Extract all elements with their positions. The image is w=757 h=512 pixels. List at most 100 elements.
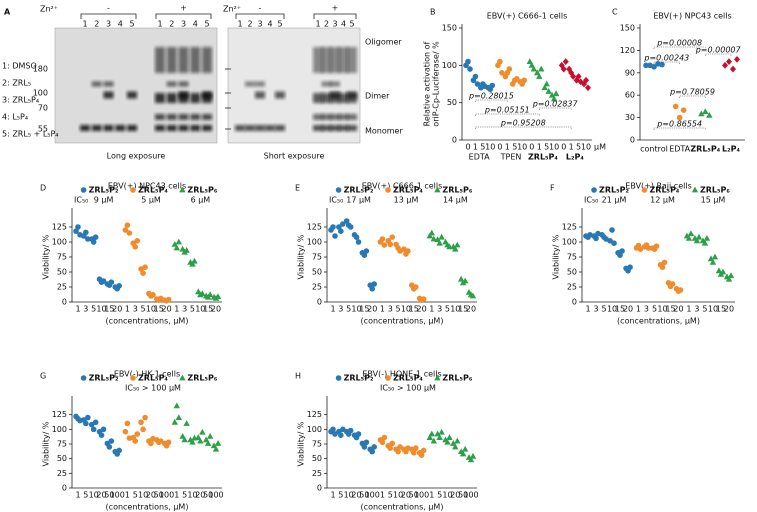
lane-number: 4 (118, 20, 123, 29)
x-tick-label: 1 (174, 491, 179, 500)
gel-band (178, 81, 189, 87)
gel-band (103, 81, 114, 87)
data-point (395, 448, 401, 455)
gel-band (330, 47, 340, 73)
x-tick-label: 1 (569, 143, 574, 152)
data-point (385, 187, 391, 193)
data-point (562, 58, 569, 65)
y-tick-label: 0 (572, 298, 577, 307)
data-point (142, 414, 148, 421)
y-tick-label: 125 (307, 410, 322, 419)
data-point (126, 230, 133, 236)
data-point (454, 241, 461, 248)
data-point (691, 186, 699, 193)
data-point (336, 224, 342, 230)
gel-band (190, 93, 201, 103)
data-point (677, 287, 684, 293)
x-tick-label: 15 (203, 305, 213, 314)
data-point (83, 229, 89, 236)
lane-number: 5 (204, 20, 209, 29)
p-value: p=0.05151 (484, 106, 530, 115)
data-point (206, 291, 214, 298)
data-point (130, 375, 136, 381)
x-tick-label: 20 (623, 305, 633, 314)
chart-title: EBV(-) HONE-1 cells (362, 370, 441, 379)
x-tick-label: 1 (537, 143, 542, 152)
ic50-value: 21 μM (602, 196, 627, 205)
y-tick-label: 100 (307, 238, 322, 247)
x-tick-label: 10 (517, 143, 527, 152)
data-point (526, 58, 534, 64)
data-point (199, 428, 206, 435)
data-point (212, 445, 220, 452)
x-tick-label: 0 (561, 143, 566, 152)
legend-label: ZRL₅P₂ (89, 186, 119, 195)
data-point (371, 281, 378, 287)
y-tick-label: 50 (567, 268, 577, 277)
data-point (361, 252, 368, 258)
zn-label: Zn²⁺ (40, 5, 58, 14)
y-axis-label: Viability/ % (552, 234, 561, 279)
x-tick-label: 15 (154, 305, 164, 314)
data-point (734, 55, 740, 63)
y-tick-label: 50 (57, 268, 67, 277)
legend-label: ZRL₅P₆ (442, 186, 472, 195)
x-tick-label: 5 (437, 491, 442, 500)
gel-band (202, 114, 212, 120)
data-point (108, 438, 115, 444)
y-axis-label: Viability/ % (42, 421, 51, 466)
data-point (530, 65, 538, 72)
data-point (106, 444, 113, 450)
gel-band (347, 47, 357, 73)
ic50-label: IC₅₀ (74, 196, 88, 205)
panel-letter: F (550, 184, 555, 193)
data-point (711, 253, 719, 260)
gel-band (330, 125, 340, 131)
x-tick-label: 20 (724, 305, 734, 314)
zn-sign: + (332, 4, 339, 13)
caption: Short exposure (264, 152, 325, 161)
data-point (338, 432, 344, 439)
gel-band (166, 114, 177, 120)
data-point (90, 239, 97, 245)
x-tick-label: 10 (485, 143, 495, 152)
y-tick-label: 100 (52, 238, 67, 247)
data-point (387, 241, 394, 248)
x-tick-label: 15 (458, 305, 468, 314)
data-point (430, 437, 437, 444)
data-point (420, 447, 427, 454)
x-tick-label: 5 (702, 305, 707, 314)
data-point (472, 73, 479, 80)
legend-label: ZRL₅P₄ (650, 186, 680, 195)
gel-band (321, 114, 332, 120)
y-axis-label: Viability/ % (42, 234, 51, 279)
gel-band (103, 91, 114, 99)
x-tick-label: 0 (497, 143, 502, 152)
data-point (381, 242, 388, 248)
x-tick-label: 5 (601, 305, 606, 314)
mw-marker: 100 (33, 89, 48, 98)
data-point (92, 419, 99, 426)
x-tick-label: 5 (133, 491, 138, 500)
y-tick-label: 90 (625, 68, 635, 77)
lane-number: 3 (181, 20, 186, 29)
gel-band (91, 81, 102, 87)
x-tick-label: 5 (544, 143, 549, 152)
caption: Long exposure (107, 152, 166, 161)
x-tick-label: 100 (463, 491, 478, 500)
axes (326, 208, 477, 303)
data-point (179, 186, 186, 193)
p-value: p=0.28015 (468, 92, 514, 101)
y-tick-label: 75 (57, 440, 67, 449)
x-tick-label: 1 (75, 305, 80, 314)
x-tick-label: 5 (182, 491, 187, 500)
gel-band (245, 81, 255, 87)
p-value: p=0.95208 (500, 119, 546, 128)
data-point (548, 91, 556, 98)
x-tick-label: 1 (505, 143, 510, 152)
data-point (426, 232, 433, 239)
legend-label: ZRL₅P₆ (187, 374, 217, 383)
x-tick-label: 1 (125, 491, 130, 500)
data-point (552, 90, 560, 97)
x-tick-label: 10 (195, 305, 205, 314)
